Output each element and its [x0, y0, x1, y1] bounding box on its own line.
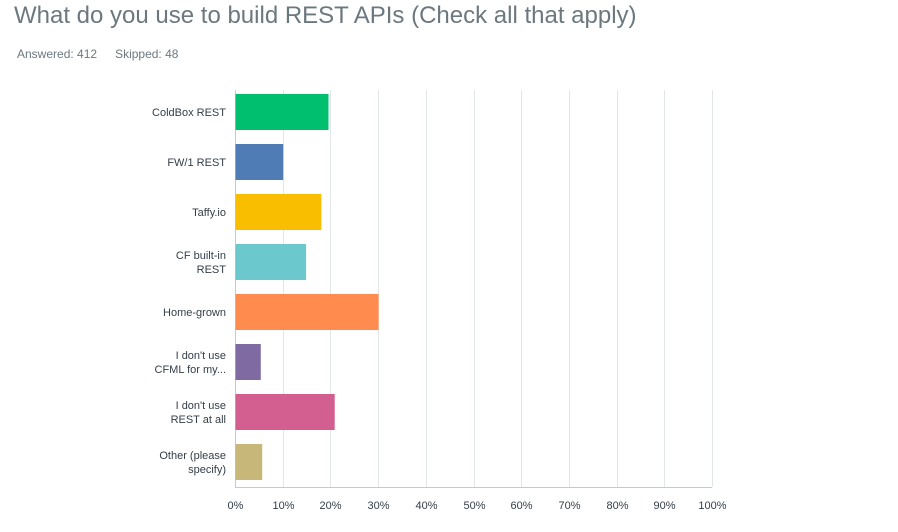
category-label: I don't use — [176, 350, 226, 362]
bar[interactable] — [235, 394, 335, 430]
x-tick-label: 20% — [319, 500, 341, 512]
bar[interactable] — [235, 344, 261, 380]
x-tick-label: 0% — [228, 500, 244, 512]
x-tick-label: 40% — [415, 500, 437, 512]
x-tick-label: 60% — [510, 500, 532, 512]
bars — [235, 94, 379, 480]
category-label: Other (please — [159, 450, 226, 462]
category-label: Taffy.io — [192, 207, 226, 219]
bar[interactable] — [235, 444, 263, 480]
bar[interactable] — [235, 194, 322, 230]
category-label: CF built-in — [176, 250, 226, 262]
x-tick-label: 30% — [367, 500, 389, 512]
bar[interactable] — [235, 94, 329, 130]
category-label: FW/1 REST — [167, 157, 226, 169]
category-label: specify) — [188, 464, 226, 476]
category-label: REST at all — [171, 414, 226, 426]
category-labels: ColdBox REST FW/1 REST Taffy.io CF built-in… — [152, 107, 226, 476]
response-stats: Answered: 412 Skipped: 48 — [17, 47, 178, 61]
x-tick-label: 100% — [698, 500, 726, 512]
x-tick-label: 90% — [653, 500, 675, 512]
bar[interactable] — [235, 244, 307, 280]
category-label: Home-grown — [163, 307, 226, 319]
x-axis-ticks: 0% 10% 20% 30% 40% 50% 60% 70% 80% 90% 100% — [228, 500, 727, 512]
answered-count: Answered: 412 — [17, 47, 98, 61]
bar[interactable] — [235, 144, 284, 180]
page-title: What do you use to build REST APIs (Chec… — [14, 2, 637, 29]
category-label: I don't use — [176, 400, 226, 412]
category-label: REST — [197, 264, 227, 276]
x-tick-label: 50% — [463, 500, 485, 512]
x-tick-label: 70% — [558, 500, 580, 512]
category-label: ColdBox REST — [152, 107, 226, 119]
bar[interactable] — [235, 294, 379, 330]
x-tick-label: 80% — [606, 500, 628, 512]
skipped-count: Skipped: 48 — [115, 47, 179, 61]
category-label: CFML for my... — [155, 364, 227, 376]
x-tick-label: 10% — [272, 500, 294, 512]
gridlines — [235, 90, 713, 488]
